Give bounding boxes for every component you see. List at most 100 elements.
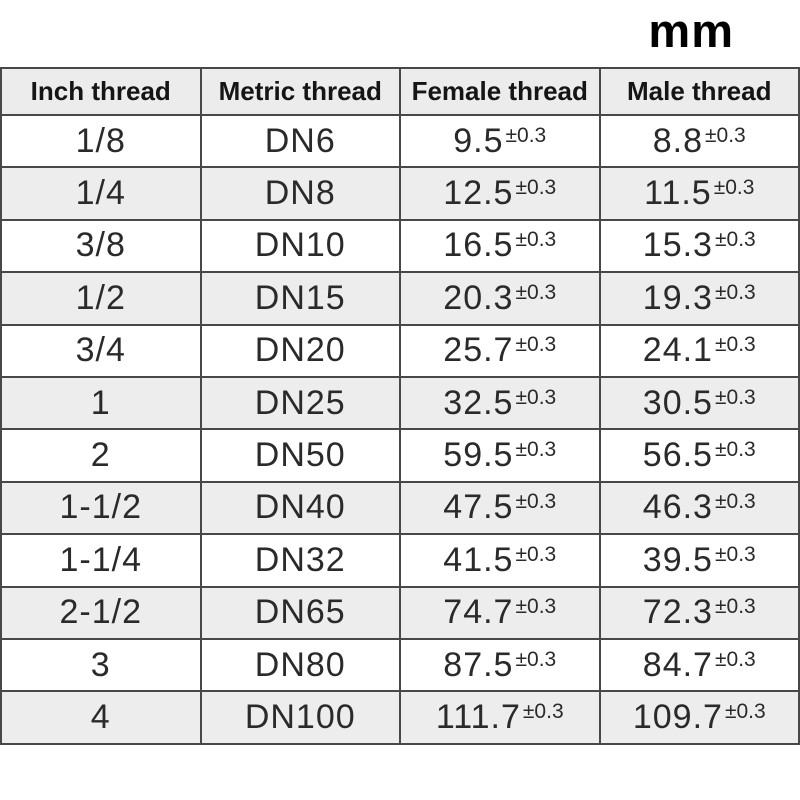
male-thread-cell: 84.7±0.3 <box>598 637 800 693</box>
table-row: 1/8 DN6 9.5±0.3 8.8±0.3 <box>0 113 800 169</box>
female-thread-cell: 32.5±0.3 <box>399 375 601 431</box>
male-thread-value: 11.5 <box>644 174 712 213</box>
female-thread-cell: 41.5±0.3 <box>399 533 601 588</box>
male-thread-tolerance: ±0.3 <box>714 280 756 304</box>
header-inch-thread: Inch thread <box>0 67 202 116</box>
female-thread-cell: 47.5±0.3 <box>399 480 601 536</box>
female-thread-cell: 59.5±0.3 <box>399 428 601 483</box>
female-thread-tolerance: ±0.3 <box>515 385 557 409</box>
metric-thread-cell: DN6 <box>199 113 401 169</box>
header-female-thread: Female thread <box>399 67 601 116</box>
table-row: 2 DN50 59.5±0.3 56.5±0.3 <box>0 428 800 483</box>
female-thread-value: 20.3 <box>443 278 514 317</box>
header-male-thread: Male thread <box>598 67 800 116</box>
table-row: 3/8 DN10 16.5±0.3 15.3±0.3 <box>0 218 800 274</box>
inch-thread-cell: 2-1/2 <box>0 585 202 640</box>
male-thread-tolerance: ±0.3 <box>714 385 756 409</box>
female-thread-cell: 20.3±0.3 <box>399 271 601 326</box>
male-thread-value: 84.7 <box>642 645 713 684</box>
male-thread-value: 15.3 <box>642 226 713 265</box>
male-thread-tolerance: ±0.3 <box>714 595 756 619</box>
inch-thread-cell: 1-1/4 <box>0 533 202 588</box>
male-thread-value: 109.7 <box>632 697 723 736</box>
female-thread-tolerance: ±0.3 <box>515 228 557 252</box>
male-thread-tolerance: ±0.3 <box>714 438 756 462</box>
metric-thread-cell: DN32 <box>199 533 401 588</box>
table-row: 1 DN25 32.5±0.3 30.5±0.3 <box>0 375 800 431</box>
male-thread-value: 19.3 <box>642 278 713 317</box>
female-thread-cell: 74.7±0.3 <box>399 585 601 640</box>
female-thread-cell: 9.5±0.3 <box>399 113 601 169</box>
male-thread-tolerance: ±0.3 <box>705 123 746 147</box>
female-thread-cell: 111.7±0.3 <box>399 690 601 745</box>
male-thread-cell: 30.5±0.3 <box>598 375 800 431</box>
inch-thread-cell: 3/4 <box>0 323 202 378</box>
metric-thread-cell: DN50 <box>199 428 401 483</box>
male-thread-tolerance: ±0.3 <box>714 490 756 514</box>
table-row: 4 DN100 111.7±0.3 109.7±0.3 <box>0 690 800 745</box>
male-thread-cell: 19.3±0.3 <box>598 271 800 326</box>
header-row: Inch thread Metric thread Female thread … <box>0 67 800 116</box>
female-thread-cell: 16.5±0.3 <box>399 218 601 274</box>
metric-thread-cell: DN80 <box>199 637 401 693</box>
female-thread-value: 25.7 <box>443 331 514 370</box>
male-thread-value: 72.3 <box>642 593 713 632</box>
inch-thread-cell: 3/8 <box>0 218 202 274</box>
female-thread-tolerance: ±0.3 <box>515 542 557 566</box>
female-thread-tolerance: ±0.3 <box>515 438 557 462</box>
female-thread-value: 47.5 <box>443 488 514 527</box>
metric-thread-cell: DN40 <box>199 480 401 536</box>
metric-thread-cell: DN8 <box>199 166 401 221</box>
female-thread-value: 32.5 <box>443 383 514 422</box>
table-row: 1/4 DN8 12.5±0.3 11.5±0.3 <box>0 166 800 221</box>
female-thread-cell: 12.5±0.3 <box>399 166 601 221</box>
thread-size-table: Inch thread Metric thread Female thread … <box>0 67 800 745</box>
male-thread-cell: 24.1±0.3 <box>598 323 800 378</box>
female-thread-tolerance: ±0.3 <box>515 490 557 514</box>
male-thread-tolerance: ±0.3 <box>714 647 756 671</box>
male-thread-value: 8.8 <box>652 121 704 160</box>
table-row: 3/4 DN20 25.7±0.3 24.1±0.3 <box>0 323 800 378</box>
male-thread-cell: 11.5±0.3 <box>598 166 800 221</box>
male-thread-cell: 39.5±0.3 <box>598 533 800 588</box>
female-thread-value: 87.5 <box>443 645 514 684</box>
metric-thread-cell: DN15 <box>199 271 401 326</box>
table-body: 1/8 DN6 9.5±0.3 8.8±0.3 1/4 DN8 12.5±0.3… <box>0 113 800 745</box>
table-row: 1-1/2 DN40 47.5±0.3 46.3±0.3 <box>0 480 800 536</box>
male-thread-value: 56.5 <box>642 436 713 475</box>
metric-thread-cell: DN10 <box>199 218 401 274</box>
header-metric-thread: Metric thread <box>199 67 401 116</box>
male-thread-tolerance: ±0.3 <box>714 333 756 357</box>
female-thread-value: 12.5 <box>443 174 514 213</box>
unit-label: mm <box>648 4 734 57</box>
male-thread-value: 46.3 <box>642 488 713 527</box>
male-thread-cell: 56.5±0.3 <box>598 428 800 483</box>
female-thread-value: 111.7 <box>435 697 521 736</box>
inch-thread-cell: 1 <box>0 375 202 431</box>
table-row: 1/2 DN15 20.3±0.3 19.3±0.3 <box>0 271 800 326</box>
female-thread-tolerance: ±0.3 <box>515 595 557 619</box>
male-thread-cell: 72.3±0.3 <box>598 585 800 640</box>
female-thread-value: 9.5 <box>453 121 504 160</box>
male-thread-tolerance: ±0.3 <box>714 228 756 252</box>
female-thread-cell: 25.7±0.3 <box>399 323 601 378</box>
female-thread-tolerance: ±0.3 <box>505 123 547 147</box>
female-thread-tolerance: ±0.3 <box>515 280 557 304</box>
male-thread-tolerance: ±0.3 <box>714 542 756 566</box>
inch-thread-cell: 1-1/2 <box>0 480 202 536</box>
inch-thread-cell: 2 <box>0 428 202 483</box>
female-thread-cell: 87.5±0.3 <box>399 637 601 693</box>
female-thread-tolerance: ±0.3 <box>522 699 564 723</box>
metric-thread-cell: DN20 <box>199 323 401 378</box>
inch-thread-cell: 4 <box>0 690 202 745</box>
male-thread-tolerance: ±0.3 <box>713 176 755 200</box>
male-thread-cell: 46.3±0.3 <box>598 480 800 536</box>
table-row: 2-1/2 DN65 74.7±0.3 72.3±0.3 <box>0 585 800 640</box>
metric-thread-cell: DN100 <box>199 690 401 745</box>
female-thread-tolerance: ±0.3 <box>515 176 557 200</box>
male-thread-cell: 15.3±0.3 <box>598 218 800 274</box>
female-thread-value: 41.5 <box>443 540 514 579</box>
male-thread-tolerance: ±0.3 <box>724 699 766 723</box>
female-thread-value: 74.7 <box>443 593 514 632</box>
table-row: 3 DN80 87.5±0.3 84.7±0.3 <box>0 637 800 693</box>
